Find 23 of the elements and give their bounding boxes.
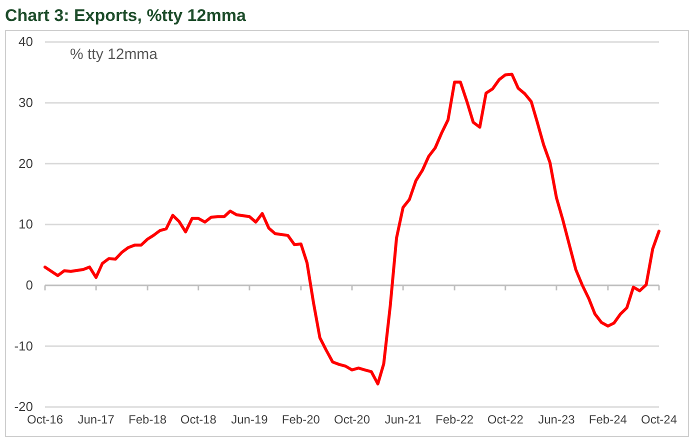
- x-tick-label: Jun-21: [384, 412, 422, 427]
- x-tick-label: Jun-23: [538, 412, 576, 427]
- x-tick-label: Oct-16: [26, 412, 64, 427]
- y-tick-label: -20: [14, 399, 33, 414]
- line-series: [44, 72, 660, 386]
- x-tick-label: Jun-19: [231, 412, 268, 427]
- x-tick-label: Oct-22: [487, 412, 524, 427]
- x-tick-label: Feb-18: [128, 412, 167, 427]
- y-tick-label: 10: [18, 216, 33, 232]
- x-tick-label: Feb-24: [588, 412, 628, 427]
- x-tick-label: Feb-20: [282, 412, 320, 427]
- x-tick-label: Jun-17: [78, 412, 115, 427]
- x-tick-label: Oct-18: [180, 412, 217, 427]
- y-tick-label: 20: [18, 156, 33, 171]
- y-tick-label: 30: [18, 94, 33, 110]
- x-tick-label: Oct-20: [334, 412, 370, 427]
- y-tick-label: 0: [26, 277, 33, 292]
- chart-title: Chart 3: Exports, %tty 12mma: [5, 6, 246, 25]
- annotation: % tty 12mma: [70, 46, 158, 63]
- x-tick-label: Feb-22: [436, 412, 474, 427]
- y-tick-label: 40: [18, 34, 33, 50]
- x-tick-label: Oct-24: [640, 412, 678, 427]
- y-tick-label: -10: [14, 338, 33, 354]
